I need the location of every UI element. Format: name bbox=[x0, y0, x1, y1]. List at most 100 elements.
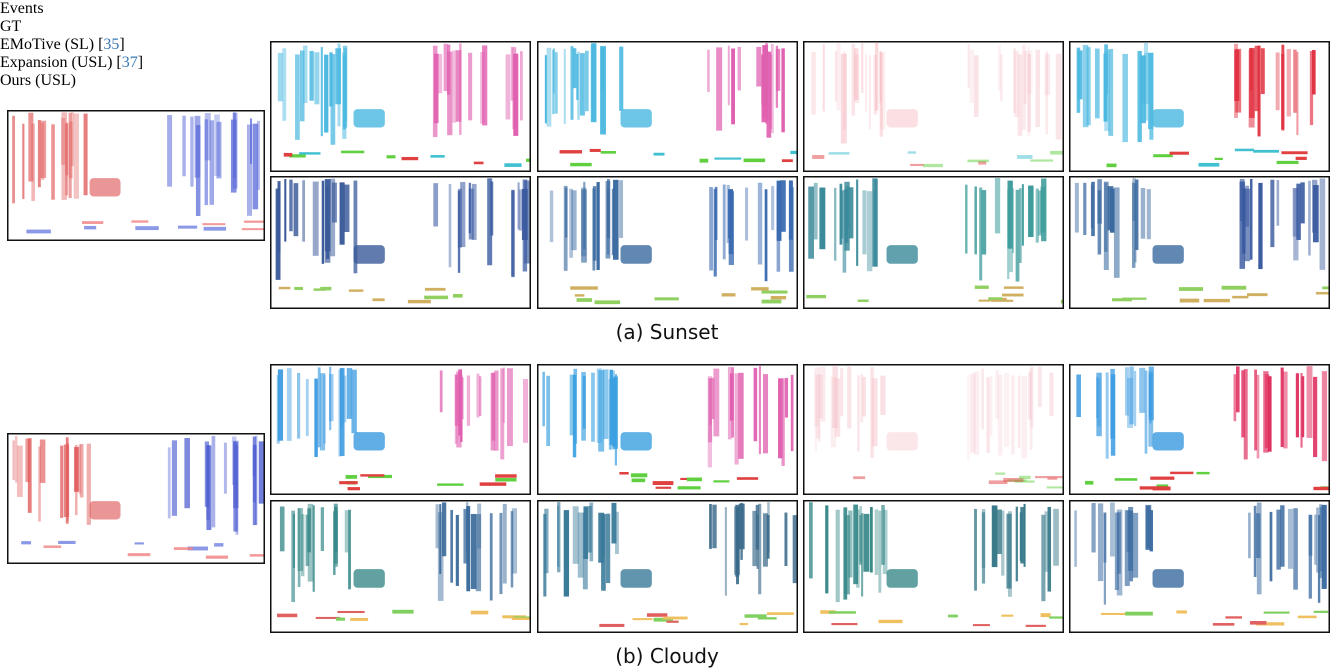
texture-stroke bbox=[1296, 373, 1299, 437]
road-stroke bbox=[853, 476, 865, 479]
texture-stroke bbox=[619, 47, 623, 111]
road-stroke bbox=[314, 288, 326, 290]
road-stroke bbox=[590, 149, 601, 152]
texture-stroke bbox=[1096, 377, 1099, 418]
texture-stroke bbox=[756, 47, 761, 87]
object-blob bbox=[354, 109, 385, 127]
texture-stroke bbox=[1028, 186, 1033, 237]
header-text: Events bbox=[0, 0, 44, 17]
texture-stroke bbox=[12, 116, 15, 204]
texture-stroke bbox=[247, 125, 252, 216]
texture-stroke bbox=[1276, 510, 1280, 570]
road-stroke bbox=[975, 286, 989, 289]
road-stroke bbox=[991, 300, 1013, 302]
texture-stroke bbox=[284, 179, 286, 242]
texture-stroke bbox=[607, 179, 610, 238]
road-stroke bbox=[678, 486, 701, 489]
texture-stroke bbox=[300, 51, 305, 122]
road-stroke bbox=[1030, 159, 1053, 161]
texture-stroke bbox=[1293, 188, 1298, 260]
texture-stroke bbox=[1250, 179, 1252, 260]
texture-stroke bbox=[1083, 183, 1086, 235]
texture-stroke bbox=[1022, 184, 1024, 245]
road-stroke bbox=[1026, 625, 1046, 627]
texture-stroke bbox=[1027, 50, 1033, 94]
texture-stroke bbox=[597, 182, 600, 270]
texture-stroke bbox=[1276, 52, 1280, 110]
texture-stroke bbox=[974, 509, 977, 591]
texture-stroke bbox=[434, 54, 439, 124]
texture-stroke bbox=[1074, 510, 1077, 566]
texture-stroke bbox=[546, 376, 550, 446]
road-stroke bbox=[989, 480, 1008, 484]
flow-image bbox=[270, 500, 531, 633]
texture-stroke bbox=[1293, 50, 1296, 113]
texture-stroke bbox=[38, 446, 40, 521]
texture-stroke bbox=[880, 376, 885, 415]
texture-stroke bbox=[738, 47, 741, 90]
texture-stroke bbox=[503, 367, 505, 422]
texture-stroke bbox=[22, 124, 24, 199]
texture-stroke bbox=[874, 189, 876, 266]
road-stroke bbox=[360, 474, 384, 476]
texture-stroke bbox=[583, 376, 586, 429]
texture-stroke bbox=[1046, 51, 1048, 134]
texture-stroke bbox=[1312, 180, 1317, 233]
road-stroke bbox=[1170, 472, 1193, 474]
road-stroke bbox=[1253, 150, 1279, 153]
texture-stroke bbox=[612, 189, 615, 255]
road-stroke bbox=[341, 151, 364, 154]
texture-stroke bbox=[492, 373, 496, 441]
texture-stroke bbox=[776, 49, 780, 91]
road-stroke bbox=[1232, 296, 1248, 299]
road-stroke bbox=[135, 542, 144, 544]
texture-stroke bbox=[835, 51, 837, 101]
road-stroke bbox=[1199, 163, 1220, 167]
texture-stroke bbox=[343, 56, 346, 130]
texture-stroke bbox=[468, 53, 472, 121]
road-stroke bbox=[174, 547, 193, 550]
road-stroke bbox=[619, 472, 628, 475]
road-stroke bbox=[1019, 476, 1030, 479]
texture-stroke bbox=[1322, 371, 1327, 461]
road-stroke bbox=[337, 611, 364, 613]
road-stroke bbox=[967, 160, 988, 163]
texture-stroke bbox=[69, 122, 73, 179]
road-stroke bbox=[372, 298, 384, 301]
texture-stroke bbox=[205, 119, 208, 205]
texture-stroke bbox=[278, 181, 281, 253]
header-text: EMoTive (SL) [ bbox=[0, 36, 103, 53]
texture-stroke bbox=[84, 114, 88, 196]
texture-stroke bbox=[843, 52, 846, 130]
road-stroke bbox=[1017, 155, 1032, 159]
texture-stroke bbox=[182, 116, 185, 177]
flow-image bbox=[7, 433, 265, 564]
texture-stroke bbox=[857, 375, 859, 451]
texture-stroke bbox=[206, 445, 211, 530]
texture-stroke bbox=[862, 190, 866, 254]
texture-stroke bbox=[1122, 54, 1128, 142]
texture-stroke bbox=[874, 55, 877, 115]
texture-stroke bbox=[844, 189, 848, 243]
texture-stroke bbox=[480, 52, 485, 123]
flow-image bbox=[270, 41, 531, 172]
road-stroke bbox=[631, 473, 647, 477]
texture-stroke bbox=[321, 47, 323, 136]
texture-stroke bbox=[477, 504, 481, 549]
road-stroke bbox=[402, 157, 419, 160]
texture-stroke bbox=[619, 180, 623, 238]
texture-stroke bbox=[184, 438, 190, 508]
road-stroke bbox=[1196, 472, 1209, 474]
road-stroke bbox=[740, 623, 748, 625]
road-stroke bbox=[633, 618, 653, 620]
texture-stroke bbox=[1104, 513, 1106, 604]
texture-stroke bbox=[715, 187, 718, 240]
texture-stroke bbox=[1036, 188, 1039, 242]
texture-stroke bbox=[1097, 179, 1102, 224]
road-stroke bbox=[762, 300, 782, 304]
texture-stroke bbox=[1098, 503, 1103, 581]
object-blob bbox=[887, 245, 918, 264]
figure: EventsGTEMoTive (SL) [35]Expansion (USL)… bbox=[0, 0, 1335, 672]
texture-stroke bbox=[1114, 187, 1120, 277]
texture-stroke bbox=[834, 188, 836, 261]
